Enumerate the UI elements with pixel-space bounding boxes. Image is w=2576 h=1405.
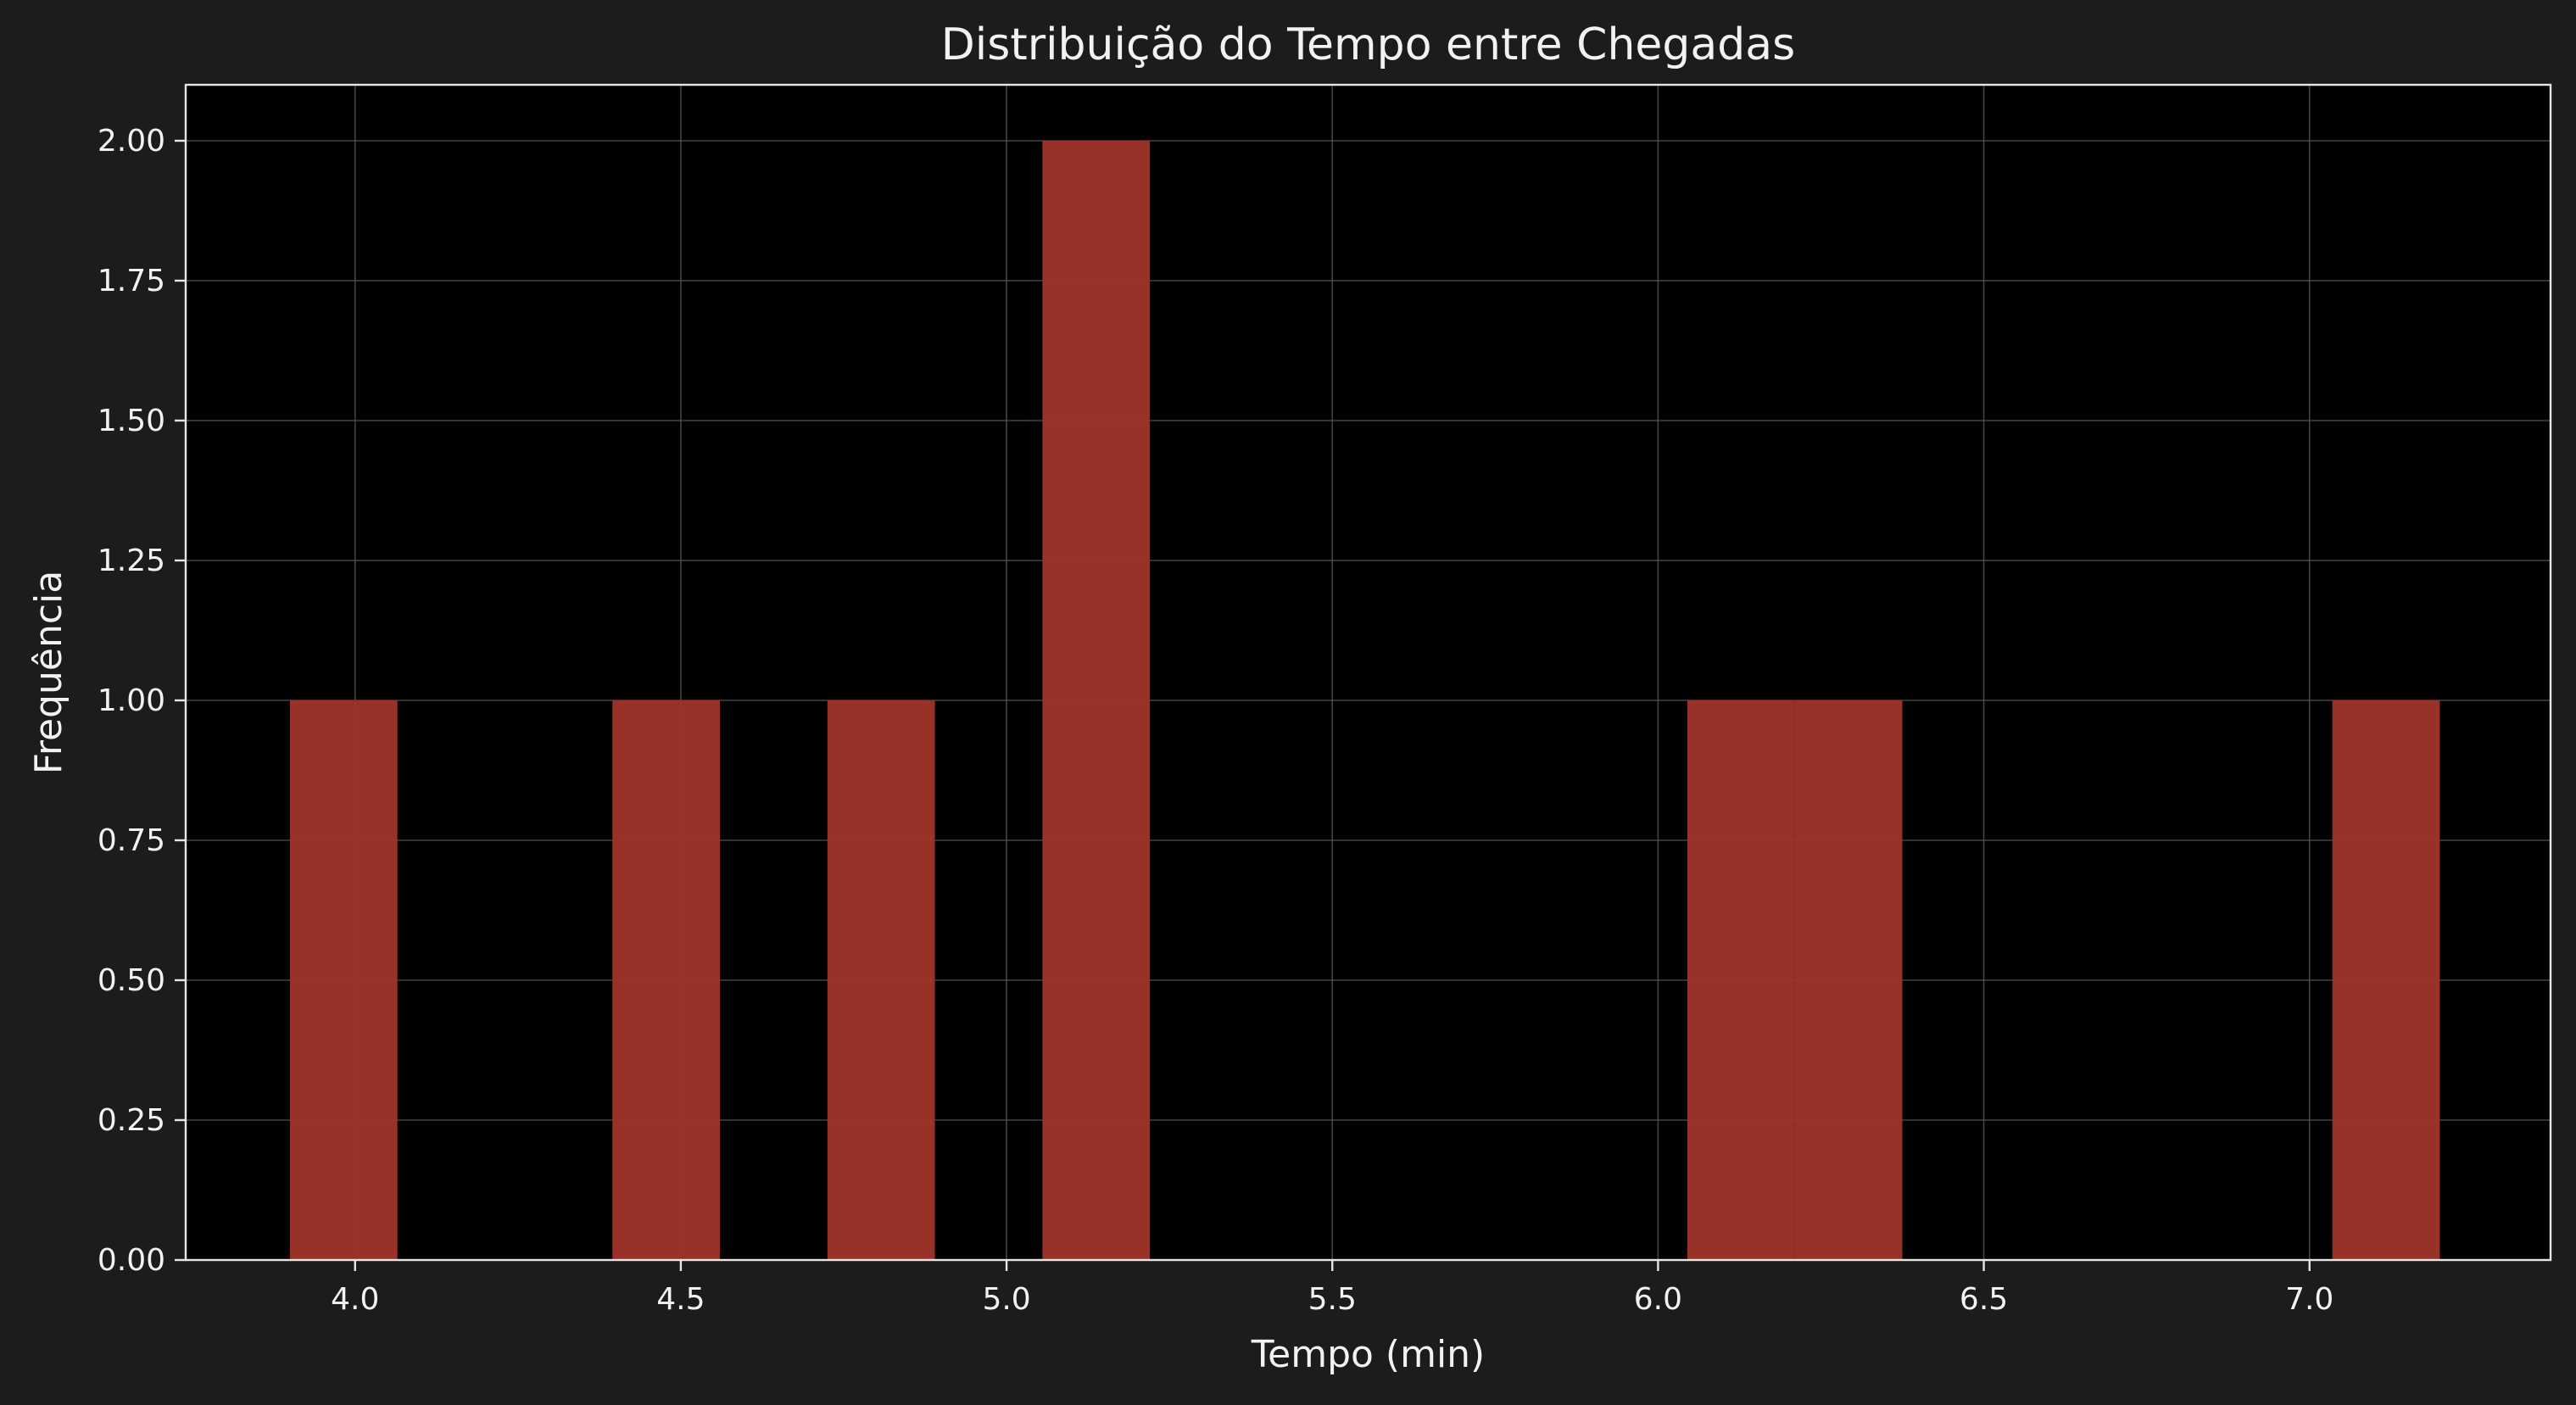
bar-5 bbox=[1794, 700, 1903, 1260]
y-tick-label-7: 1.75 bbox=[98, 264, 165, 298]
y-axis-label: Frequência bbox=[27, 571, 70, 774]
bar-2 bbox=[827, 700, 935, 1260]
y-tick-label-2: 0.50 bbox=[98, 963, 165, 998]
x-axis-label: Tempo (min) bbox=[1251, 1333, 1485, 1376]
x-axis-ticks: 4.0 4.5 5.0 5.5 6.0 6.5 7.0 bbox=[331, 1260, 2333, 1317]
x-tick-label-2: 5.0 bbox=[982, 1282, 1030, 1317]
y-tick-label-8: 2.00 bbox=[98, 124, 165, 159]
x-tick-label-3: 5.5 bbox=[1308, 1282, 1357, 1317]
y-tick-label-1: 0.25 bbox=[98, 1103, 165, 1138]
y-tick-label-6: 1.50 bbox=[98, 404, 165, 438]
x-tick-label-0: 4.0 bbox=[331, 1282, 379, 1317]
y-tick-label-3: 0.75 bbox=[98, 823, 165, 858]
bar-0 bbox=[289, 700, 398, 1260]
bar-3 bbox=[1042, 141, 1151, 1260]
x-tick-label-5: 6.5 bbox=[1960, 1282, 2008, 1317]
bar-4 bbox=[1687, 700, 1795, 1260]
plot-area bbox=[186, 85, 2551, 1260]
chart-title: Distribuição do Tempo entre Chegadas bbox=[941, 20, 1795, 70]
y-tick-label-0: 0.00 bbox=[98, 1243, 165, 1278]
x-tick-label-1: 4.5 bbox=[656, 1282, 705, 1317]
y-tick-label-5: 1.25 bbox=[98, 544, 165, 578]
y-axis-ticks: 0.00 0.25 0.50 0.75 1.00 1.25 1.50 1.75 2.00 bbox=[98, 124, 186, 1278]
x-tick-label-6: 7.0 bbox=[2285, 1282, 2333, 1317]
plot-frame bbox=[184, 83, 2552, 1262]
y-tick-label-4: 1.00 bbox=[98, 683, 165, 718]
bar-6 bbox=[2332, 700, 2440, 1260]
x-tick-label-4: 6.0 bbox=[1634, 1282, 1682, 1317]
bar-1 bbox=[612, 700, 721, 1260]
bars bbox=[289, 141, 2440, 1260]
